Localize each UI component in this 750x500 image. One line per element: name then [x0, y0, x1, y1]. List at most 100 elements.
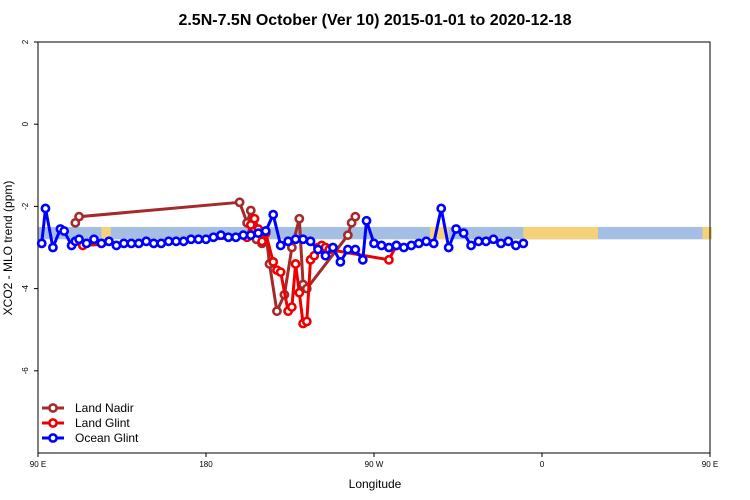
data-point [216, 230, 226, 241]
legend-item: Ocean Glint [42, 431, 139, 445]
x-tick-label: 90 E [30, 460, 46, 469]
data-point [104, 236, 114, 247]
data-point [369, 238, 379, 249]
y-tick-label: -6 [21, 367, 30, 375]
data-point [111, 240, 122, 251]
data-point [268, 256, 279, 267]
data-point [384, 242, 394, 253]
band-highlight [702, 226, 712, 240]
data-series [36, 197, 529, 329]
background-band [38, 226, 712, 240]
data-point [156, 238, 167, 249]
data-point [391, 240, 402, 251]
data-point [234, 197, 245, 208]
data-point [59, 226, 70, 236]
data-point [171, 236, 182, 247]
data-point [320, 250, 331, 261]
data-point [298, 234, 308, 245]
data-point [301, 316, 312, 327]
y-axis-label: XCO2 - MLO trend (ppm) [1, 181, 15, 316]
data-point [510, 240, 521, 251]
data-point [268, 209, 279, 220]
data-point [357, 254, 368, 265]
data-point [74, 234, 84, 245]
data-point [421, 236, 432, 247]
data-point [290, 259, 301, 269]
data-point [290, 234, 301, 245]
data-point [342, 244, 353, 255]
data-point [36, 238, 47, 249]
data-point [488, 234, 499, 245]
data-point [481, 236, 491, 247]
data-point [413, 238, 424, 249]
data-point [40, 203, 51, 214]
data-point [48, 242, 58, 253]
x-tick-label: 0 [540, 460, 545, 469]
data-point [335, 256, 346, 267]
data-point [286, 302, 297, 312]
data-point [81, 238, 92, 249]
y-tick-label: 0 [21, 121, 30, 126]
series-ocean-glint [36, 203, 529, 267]
data-point [350, 244, 361, 255]
data-point [141, 236, 152, 247]
data-point [328, 242, 338, 253]
data-point [260, 226, 271, 236]
x-axis-label: Longitude [349, 477, 402, 491]
data-point [294, 213, 305, 224]
legend-marker [48, 433, 58, 443]
data-point [249, 213, 260, 224]
data-point [466, 240, 476, 251]
data-point [245, 205, 256, 216]
data-point [208, 232, 219, 243]
data-point [458, 228, 469, 239]
data-point [89, 234, 99, 245]
data-point [126, 238, 137, 249]
data-point [451, 224, 462, 234]
legend-label: Land Nadir [75, 401, 134, 415]
y-tick-label: 2 [21, 39, 30, 44]
band-highlight [101, 226, 111, 240]
data-point [384, 254, 394, 265]
legend-item: Land Nadir [42, 401, 134, 415]
data-point [193, 234, 204, 245]
data-point [503, 236, 514, 247]
y-tick-label: -2 [21, 202, 30, 210]
data-point [496, 238, 506, 249]
x-tick-label: 90 E [702, 460, 718, 469]
data-point [342, 230, 353, 241]
data-point [133, 238, 144, 249]
data-point [376, 240, 387, 251]
data-point [74, 211, 84, 222]
axes: 90 E 180 90 W 0 90 E 2 0 -2 -4 -6 [21, 39, 718, 469]
data-point [313, 244, 323, 255]
y-tick-label: -4 [21, 284, 30, 292]
data-point [96, 238, 107, 249]
data-point [245, 230, 256, 241]
data-point [186, 234, 196, 245]
data-point [436, 203, 447, 214]
data-point [275, 267, 286, 278]
band-highlight [523, 226, 598, 240]
legend-marker [48, 418, 58, 428]
data-point [118, 238, 129, 249]
data-point [230, 232, 241, 243]
x-tick-label: 180 [199, 460, 213, 469]
band-fill [38, 226, 710, 240]
data-point [428, 238, 439, 249]
data-point [518, 238, 529, 249]
legend-marker [48, 403, 58, 413]
data-point [443, 242, 454, 253]
data-point [305, 236, 316, 247]
data-point [163, 236, 174, 247]
legend-item: Land Glint [42, 416, 130, 430]
legend-label: Ocean Glint [75, 431, 139, 445]
data-point [148, 238, 159, 249]
data-point [272, 306, 282, 317]
data-point [238, 230, 249, 241]
data-point [350, 211, 361, 222]
data-point [398, 242, 409, 253]
data-point [473, 236, 484, 247]
